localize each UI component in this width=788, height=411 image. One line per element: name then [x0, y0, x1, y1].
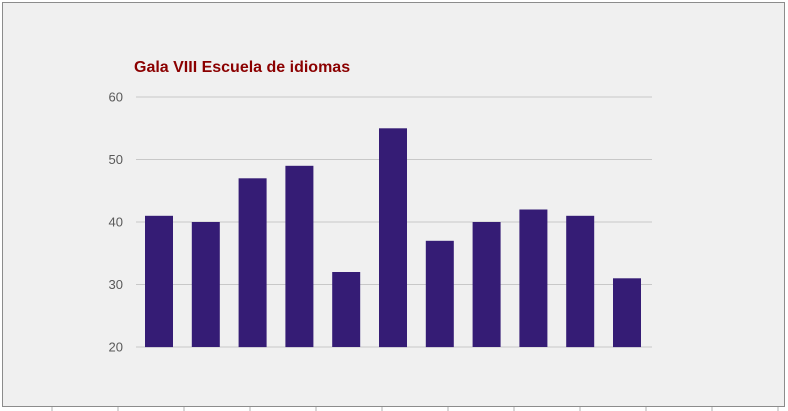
y-tick-label: 50 [109, 152, 123, 167]
bar-3 [238, 178, 267, 348]
bar-1 [145, 215, 173, 348]
bar-5 [332, 272, 361, 347]
y-tick-label: 40 [109, 215, 123, 230]
bar-4 [285, 165, 314, 348]
y-tick-label: 30 [109, 277, 123, 292]
bar-2 [191, 222, 220, 347]
y-tick-label: 60 [109, 90, 123, 105]
bar-7 [425, 240, 454, 348]
bar-9 [519, 209, 548, 347]
bar-10 [566, 215, 595, 348]
y-tick-label: 20 [109, 340, 123, 355]
bar-8 [472, 222, 501, 347]
bar-6 [379, 128, 407, 348]
bar-11 [613, 278, 641, 348]
chart-title: Gala VIII Escuela de idiomas [134, 59, 351, 76]
